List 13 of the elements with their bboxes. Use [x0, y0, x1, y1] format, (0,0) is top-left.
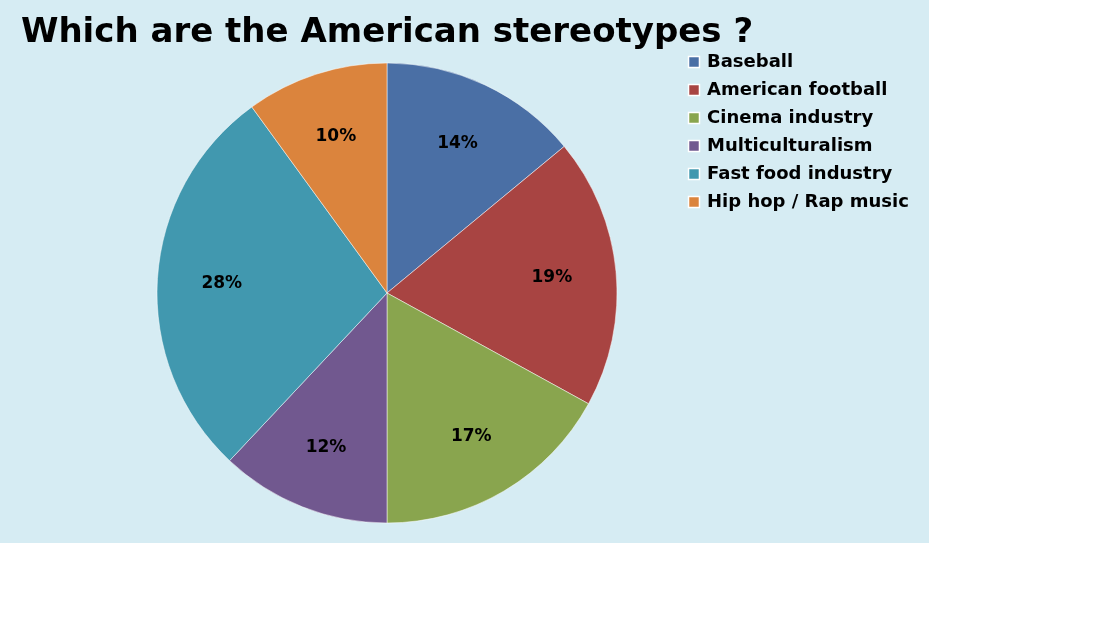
legend-label: Fast food industry — [707, 162, 893, 183]
data-label: 12% — [305, 435, 347, 456]
data-label: 19% — [531, 266, 573, 287]
chart-title: Which are the American stereotypes ? — [20, 10, 754, 50]
legend-label: American football — [707, 78, 888, 99]
data-label: 28% — [201, 271, 243, 292]
legend-label: Multiculturalism — [707, 134, 873, 155]
data-label: 10% — [315, 124, 357, 145]
legend-label: Hip hop / Rap music — [707, 190, 909, 211]
data-label: 17% — [450, 424, 492, 445]
legend-label: Baseball — [707, 50, 794, 71]
legend-label: Cinema industry — [707, 106, 874, 127]
data-label: 14% — [437, 132, 478, 153]
